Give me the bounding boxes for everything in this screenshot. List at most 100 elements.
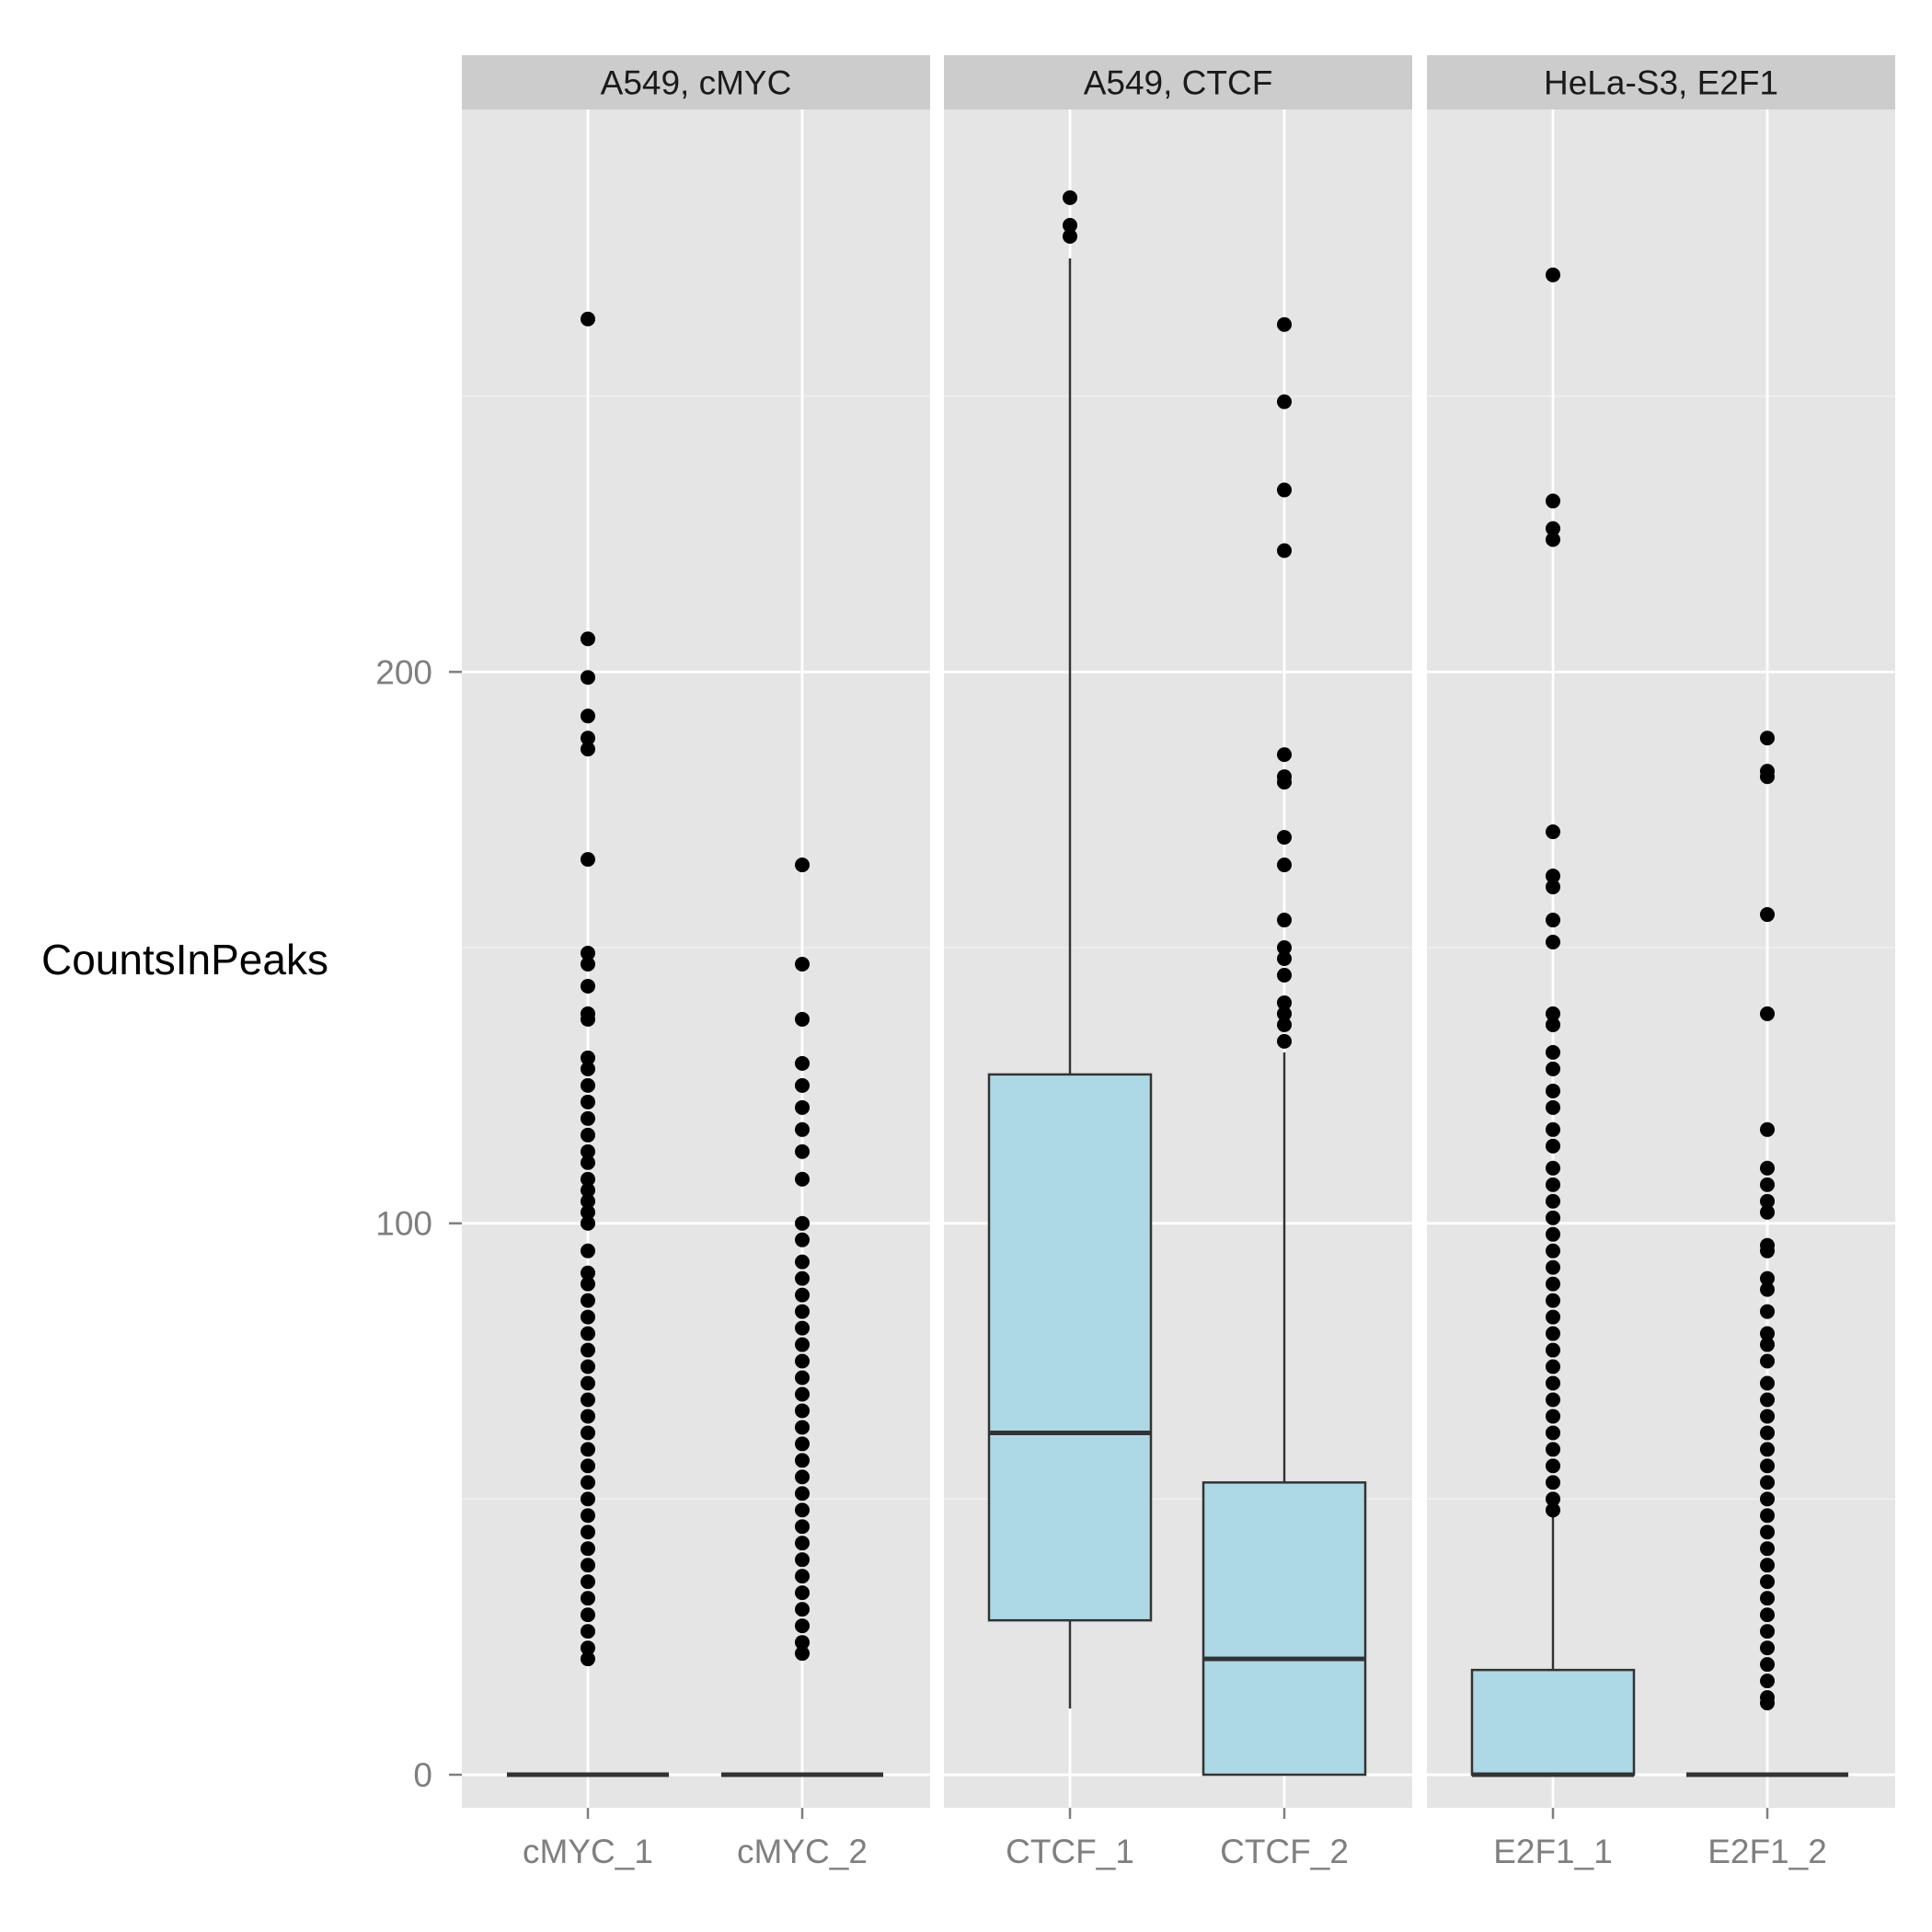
outlier-point xyxy=(581,1359,595,1374)
outlier-point xyxy=(795,1011,810,1027)
outlier-point xyxy=(1760,1160,1775,1176)
outlier-point xyxy=(1546,1309,1560,1325)
outlier-point xyxy=(795,1635,810,1650)
outlier-point xyxy=(1546,935,1560,950)
panel-background xyxy=(1427,109,1895,1808)
outlier-point xyxy=(795,1386,810,1402)
outlier-point xyxy=(1546,1099,1560,1115)
outlier-point xyxy=(1277,951,1292,966)
outlier-point xyxy=(795,1254,810,1270)
outlier-point xyxy=(1546,1259,1560,1275)
outlier-point xyxy=(581,1215,595,1231)
box-body xyxy=(987,1073,1153,1622)
outlier-point xyxy=(581,1651,595,1667)
outlier-point xyxy=(581,1607,595,1623)
outlier-point xyxy=(581,1077,595,1093)
y-axis: 0 100 200 xyxy=(375,653,462,1794)
outlier-point xyxy=(581,1442,595,1457)
outlier-point xyxy=(581,1375,595,1391)
outlier-point xyxy=(1546,1392,1560,1408)
outlier-point xyxy=(795,1055,810,1071)
outlier-point xyxy=(1063,190,1077,205)
outlier-point xyxy=(581,631,595,647)
outlier-point xyxy=(1546,1177,1560,1192)
outlier-point xyxy=(1546,1243,1560,1259)
outlier-point xyxy=(1546,493,1560,509)
outlier-point xyxy=(581,1508,595,1524)
outlier-point xyxy=(1760,1673,1775,1689)
x-tick-label: CTCF_1 xyxy=(1006,1833,1134,1870)
outlier-point xyxy=(581,1491,595,1507)
x-tick-label: cMYC_2 xyxy=(737,1833,868,1870)
outlier-point xyxy=(1277,1017,1292,1032)
outlier-point xyxy=(581,1458,595,1474)
outlier-point xyxy=(795,1486,810,1501)
outlier-point xyxy=(1760,1006,1775,1021)
outlier-point xyxy=(1546,1226,1560,1242)
outlier-point xyxy=(581,1050,595,1065)
outlier-point xyxy=(1277,394,1292,409)
outlier-point xyxy=(581,946,595,961)
outlier-point xyxy=(1546,1210,1560,1225)
outlier-point xyxy=(581,852,595,868)
outlier-point xyxy=(581,1342,595,1358)
outlier-point xyxy=(581,956,595,972)
x-tick-label: CTCF_2 xyxy=(1220,1833,1349,1870)
box-body xyxy=(1470,1668,1636,1777)
outlier-point xyxy=(581,1011,595,1027)
x-tick-label: cMYC_1 xyxy=(523,1833,653,1870)
outlier-point xyxy=(1277,316,1292,332)
facet-strip xyxy=(462,55,930,109)
outlier-point xyxy=(1760,1326,1775,1341)
outlier-point xyxy=(1760,730,1775,746)
outlier-point xyxy=(1277,543,1292,558)
outlier-point xyxy=(1760,1353,1775,1369)
outlier-point xyxy=(581,730,595,746)
outlier-point xyxy=(795,1535,810,1551)
y-tick-label: 0 xyxy=(413,1756,432,1794)
outlier-point xyxy=(581,1182,595,1198)
outlier-point xyxy=(1546,1342,1560,1358)
outlier-point xyxy=(581,1591,595,1606)
outlier-point xyxy=(795,1569,810,1584)
outlier-point xyxy=(795,1585,810,1601)
outlier-point xyxy=(1546,1276,1560,1292)
outlier-point xyxy=(1760,1558,1775,1573)
outlier-point xyxy=(1546,1138,1560,1154)
outlier-point xyxy=(795,1287,810,1303)
outlier-point xyxy=(581,978,595,994)
outlier-point xyxy=(795,1519,810,1535)
outlier-point xyxy=(795,1420,810,1435)
outlier-point xyxy=(795,1469,810,1485)
outlier-point xyxy=(1546,880,1560,895)
outlier-point xyxy=(581,670,595,685)
outlier-point xyxy=(1760,1193,1775,1209)
facet-strip xyxy=(1427,55,1895,109)
outlier-point xyxy=(1277,830,1292,845)
outlier-point xyxy=(1277,747,1292,763)
outlier-point xyxy=(1546,1425,1560,1441)
outlier-point xyxy=(795,1337,810,1352)
outlier-point xyxy=(581,1624,595,1639)
outlier-point xyxy=(795,1618,810,1634)
outlier-point xyxy=(1760,1475,1775,1490)
outlier-point xyxy=(795,956,810,972)
outlier-point xyxy=(1760,1282,1775,1297)
outlier-point xyxy=(1277,967,1292,983)
outlier-point xyxy=(1546,521,1560,536)
outlier-point xyxy=(581,708,595,724)
outlier-point xyxy=(1760,1591,1775,1606)
outlier-point xyxy=(1760,1696,1775,1711)
outlier-point xyxy=(1760,1425,1775,1441)
y-tick-label: 200 xyxy=(375,653,432,691)
outlier-point xyxy=(1277,775,1292,790)
outlier-point xyxy=(581,1425,595,1441)
outlier-point xyxy=(795,1602,810,1617)
outlier-point xyxy=(1760,1508,1775,1524)
outlier-point xyxy=(795,1215,810,1231)
outlier-point xyxy=(795,1646,810,1662)
outlier-point xyxy=(581,1558,595,1573)
outlier-point xyxy=(795,1232,810,1248)
outlier-point xyxy=(795,1099,810,1115)
outlier-point xyxy=(795,1121,810,1137)
